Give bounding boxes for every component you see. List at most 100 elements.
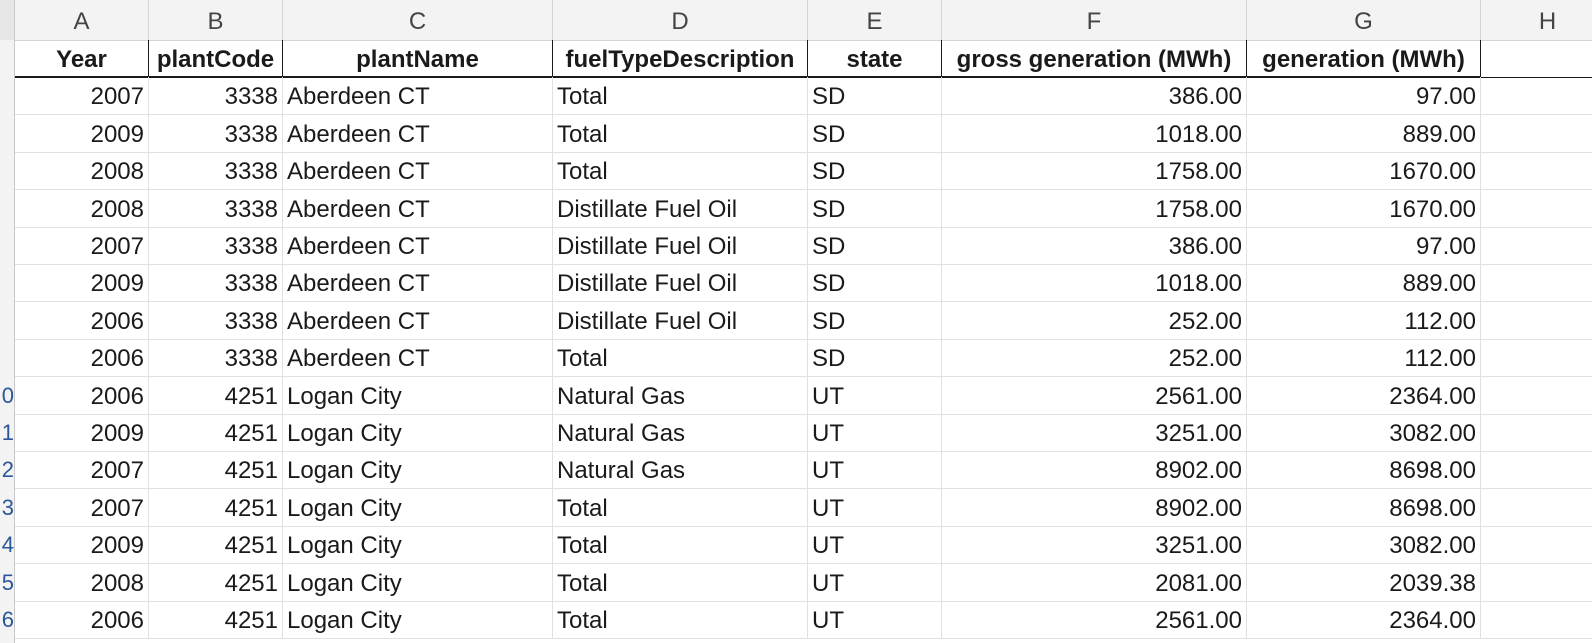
cell-year[interactable]: 2008 — [15, 189, 149, 227]
cell-fueltype[interactable]: Distillate Fuel Oil — [553, 227, 808, 264]
cell-plantcode[interactable]: 3338 — [149, 301, 283, 339]
cell-gross-generation[interactable]: 386.00 — [942, 227, 1247, 264]
cell-fueltype[interactable]: Distillate Fuel Oil — [553, 264, 808, 302]
cell-fueltype[interactable]: Distillate Fuel Oil — [553, 301, 808, 339]
cell-state[interactable]: UT — [808, 601, 942, 638]
cell-year[interactable]: 2006 — [15, 301, 149, 339]
cell-empty[interactable] — [1481, 152, 1592, 189]
cell-plantname[interactable]: Aberdeen CT — [283, 227, 553, 264]
cell-year[interactable]: 2007 — [15, 451, 149, 489]
cell-empty[interactable] — [1481, 414, 1592, 451]
cell-gross-generation[interactable]: 8902.00 — [942, 488, 1247, 526]
cell-year[interactable]: 2006 — [15, 339, 149, 377]
cell-state[interactable]: UT — [808, 526, 942, 564]
cell-year[interactable]: 2009 — [15, 414, 149, 451]
cell-year[interactable]: 2007 — [15, 77, 149, 115]
column-header-h[interactable]: H — [1481, 0, 1592, 40]
cell-fueltype[interactable]: Distillate Fuel Oil — [553, 189, 808, 227]
cell-empty[interactable] — [1481, 264, 1592, 301]
row-number[interactable]: 3 — [1, 494, 14, 520]
cell-gross-generation[interactable]: 3251.00 — [942, 526, 1247, 564]
column-header-e[interactable]: E — [808, 0, 942, 40]
cell-fueltype[interactable]: Natural Gas — [553, 376, 808, 414]
cell-year[interactable]: 2006 — [15, 376, 149, 414]
cell-empty[interactable] — [1481, 77, 1592, 114]
cell-gross-generation[interactable]: 2081.00 — [942, 563, 1247, 601]
header-cell-plantcode[interactable]: plantCode — [149, 40, 283, 77]
row-number[interactable]: 1 — [1, 420, 14, 445]
cell-generation[interactable]: 112.00 — [1247, 301, 1481, 339]
cell-generation[interactable]: 2039.38 — [1247, 563, 1481, 601]
cell-plantname[interactable]: Aberdeen CT — [283, 301, 553, 339]
cell-plantcode[interactable]: 4251 — [149, 488, 283, 526]
row-number[interactable]: 2 — [1, 457, 14, 483]
cell-empty[interactable] — [1481, 564, 1592, 601]
cell-gross-generation[interactable]: 252.00 — [942, 301, 1247, 339]
cell-state[interactable]: SD — [808, 227, 942, 264]
cell-plantcode[interactable]: 3338 — [149, 189, 283, 227]
cell-generation[interactable]: 3082.00 — [1247, 414, 1481, 451]
cell-generation[interactable]: 3082.00 — [1247, 526, 1481, 564]
cell-year[interactable]: 2009 — [15, 264, 149, 302]
cell-fueltype[interactable]: Total — [553, 563, 808, 601]
cell-state[interactable]: SD — [808, 77, 942, 115]
cell-plantcode[interactable]: 3338 — [149, 227, 283, 264]
cell-generation[interactable]: 112.00 — [1247, 339, 1481, 377]
cell-plantname[interactable]: Logan City — [283, 488, 553, 526]
cell-plantname[interactable]: Aberdeen CT — [283, 264, 553, 302]
cell-fueltype[interactable]: Natural Gas — [553, 414, 808, 451]
column-header-c[interactable]: C — [283, 0, 553, 40]
cell-plantname[interactable]: Logan City — [283, 414, 553, 451]
cell-gross-generation[interactable]: 1018.00 — [942, 114, 1247, 152]
cell-state[interactable]: UT — [808, 488, 942, 526]
cell-plantname[interactable]: Logan City — [283, 451, 553, 489]
cell-state[interactable]: SD — [808, 339, 942, 377]
cell-plantcode[interactable]: 4251 — [149, 376, 283, 414]
cell-state[interactable]: UT — [808, 414, 942, 451]
header-cell-fueltype[interactable]: fuelTypeDescription — [553, 40, 808, 77]
cell-generation[interactable]: 889.00 — [1247, 264, 1481, 302]
cell-plantname[interactable]: Aberdeen CT — [283, 189, 553, 227]
cell-state[interactable]: SD — [808, 152, 942, 190]
cell-empty[interactable] — [1481, 115, 1592, 152]
cell-gross-generation[interactable]: 1758.00 — [942, 189, 1247, 227]
cell-empty[interactable] — [1481, 190, 1592, 227]
cell-empty[interactable] — [1481, 526, 1592, 563]
cell-plantname[interactable]: Logan City — [283, 601, 553, 638]
header-cell-gross-generation[interactable]: gross generation (MWh) — [942, 40, 1247, 77]
cell-plantcode[interactable]: 4251 — [149, 451, 283, 489]
cell-plantcode[interactable]: 4251 — [149, 414, 283, 451]
cell-state[interactable]: SD — [808, 264, 942, 302]
cell-fueltype[interactable]: Natural Gas — [553, 451, 808, 489]
cell-empty[interactable] — [1481, 227, 1592, 264]
header-cell-generation[interactable]: generation (MWh) — [1247, 40, 1481, 77]
cell-fueltype[interactable]: Total — [553, 152, 808, 190]
cell-fueltype[interactable]: Total — [553, 488, 808, 526]
cell-plantname[interactable]: Logan City — [283, 526, 553, 564]
cell-generation[interactable]: 2364.00 — [1247, 601, 1481, 638]
row-number[interactable]: 4 — [1, 532, 14, 558]
cell-state[interactable]: UT — [808, 376, 942, 414]
cell-year[interactable]: 2007 — [15, 488, 149, 526]
cell-year[interactable]: 2008 — [15, 563, 149, 601]
cell-state[interactable]: SD — [808, 301, 942, 339]
cell-generation[interactable]: 1670.00 — [1247, 152, 1481, 190]
cell-gross-generation[interactable]: 3251.00 — [942, 414, 1247, 451]
cell-empty[interactable] — [1481, 339, 1592, 376]
cell-empty[interactable] — [1481, 451, 1592, 488]
cell-fueltype[interactable]: Total — [553, 114, 808, 152]
cell-gross-generation[interactable]: 2561.00 — [942, 601, 1247, 638]
row-number[interactable]: 5 — [1, 569, 14, 595]
cell-year[interactable]: 2008 — [15, 152, 149, 190]
cell-fueltype[interactable]: Total — [553, 339, 808, 377]
cell-plantname[interactable]: Aberdeen CT — [283, 77, 553, 115]
select-all-corner[interactable] — [0, 0, 15, 40]
cell-plantcode[interactable]: 4251 — [149, 526, 283, 564]
cell-generation[interactable]: 1670.00 — [1247, 189, 1481, 227]
cell-plantcode[interactable]: 3338 — [149, 264, 283, 302]
cell-plantname[interactable]: Logan City — [283, 563, 553, 601]
cell-empty[interactable] — [1481, 601, 1592, 638]
cell-state[interactable]: UT — [808, 451, 942, 489]
cell-generation[interactable]: 8698.00 — [1247, 488, 1481, 526]
cell-empty[interactable] — [1481, 377, 1592, 414]
